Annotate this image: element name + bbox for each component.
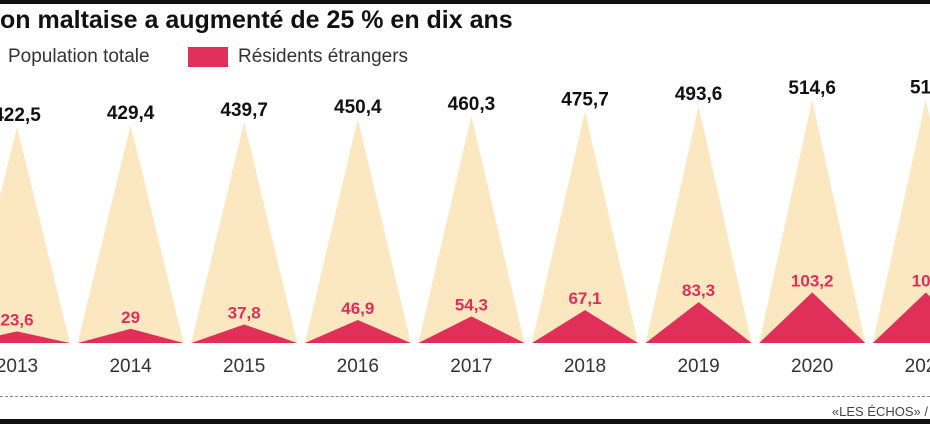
total-label-2016: 450,4 (334, 97, 382, 118)
bottom-border (0, 419, 930, 424)
foreign-triangle-2019 (645, 302, 752, 343)
year-label-2013: 2013 (0, 356, 38, 377)
legend-item-foreign: Résidents étrangers (188, 46, 408, 68)
year-label-2014: 2014 (109, 356, 152, 377)
total-triangle-2021 (872, 99, 930, 343)
total-label-2017: 460,3 (448, 94, 496, 115)
foreign-label-2017: 54,3 (455, 295, 488, 314)
total-triangle-2013 (0, 127, 70, 343)
total-triangle-2020 (759, 99, 866, 343)
foreign-triangle-2018 (532, 310, 638, 343)
year-label-2021: 2021 (905, 356, 930, 377)
total-triangle-2014 (77, 125, 184, 343)
foreign-triangle-2020 (759, 292, 866, 343)
source-credit: «LES ÉCHOS» / (831, 404, 928, 419)
total-triangle-2019 (645, 106, 752, 343)
foreign-triangle-2014 (77, 328, 184, 343)
total-triangle-2016 (304, 118, 411, 344)
total-label-2015: 439,7 (220, 100, 268, 121)
foreign-triangle-2013 (0, 331, 70, 343)
foreign-label-2014: 29 (121, 308, 140, 327)
foreign-triangle-2015 (191, 324, 298, 343)
legend-item-total: Population totale (0, 46, 150, 68)
total-label-2019: 493,6 (675, 84, 723, 105)
total-label-2018: 475,7 (561, 89, 609, 110)
total-triangle-2018 (532, 111, 638, 343)
legend-label-total: Population totale (8, 46, 150, 67)
year-label-2018: 2018 (564, 356, 606, 377)
foreign-label-2021: 103 (912, 272, 930, 291)
legend-swatch-foreign (188, 47, 228, 67)
foreign-label-2016: 46,9 (341, 299, 374, 318)
foreign-label-2020: 103,2 (791, 271, 834, 290)
year-label-2016: 2016 (337, 356, 379, 377)
year-label-2020: 2020 (791, 356, 833, 377)
foreign-label-2013: 23,6 (0, 310, 33, 329)
chart-title: on maltaise a augmenté de 25 % en dix an… (0, 6, 513, 34)
divider (0, 396, 930, 397)
total-triangle-2015 (191, 121, 298, 343)
top-border (0, 0, 930, 4)
total-label-2020: 514,6 (788, 78, 836, 99)
year-label-2015: 2015 (223, 356, 265, 377)
foreign-label-2018: 67,1 (568, 289, 601, 308)
foreign-label-2015: 37,8 (228, 303, 261, 322)
total-label-2021: 516 (910, 78, 930, 99)
foreign-triangle-2016 (304, 320, 411, 343)
legend-label-foreign: Résidents étrangers (238, 46, 409, 67)
foreign-triangle-2017 (418, 316, 525, 343)
year-label-2017: 2017 (450, 356, 492, 377)
total-label-2013: 422,5 (0, 105, 41, 126)
foreign-label-2019: 83,3 (682, 281, 715, 300)
year-label-2019: 2019 (677, 356, 719, 377)
total-triangle-2017 (418, 115, 525, 343)
total-label-2014: 429,4 (107, 103, 155, 124)
foreign-triangle-2021 (872, 292, 930, 343)
